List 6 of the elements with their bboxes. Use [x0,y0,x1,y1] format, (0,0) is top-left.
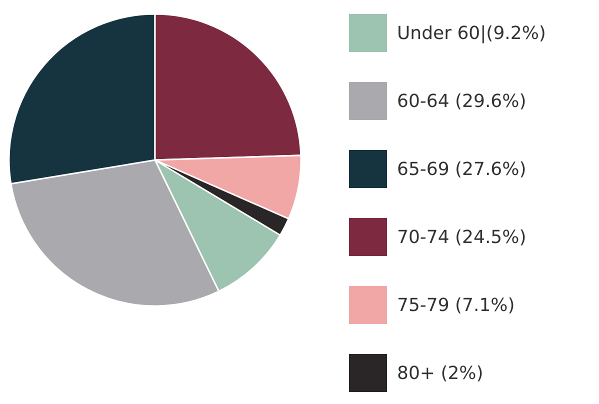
legend-label: 70-74 (24.5%) [397,227,526,248]
legend-label: Under 60|(9.2%) [397,23,546,44]
legend-label: 60-64 (29.6%) [397,91,526,112]
legend-label: 80+ (2%) [397,363,484,384]
legend-label: 75-79 (7.1%) [397,295,515,316]
legend-label: 65-69 (27.6%) [397,159,526,180]
